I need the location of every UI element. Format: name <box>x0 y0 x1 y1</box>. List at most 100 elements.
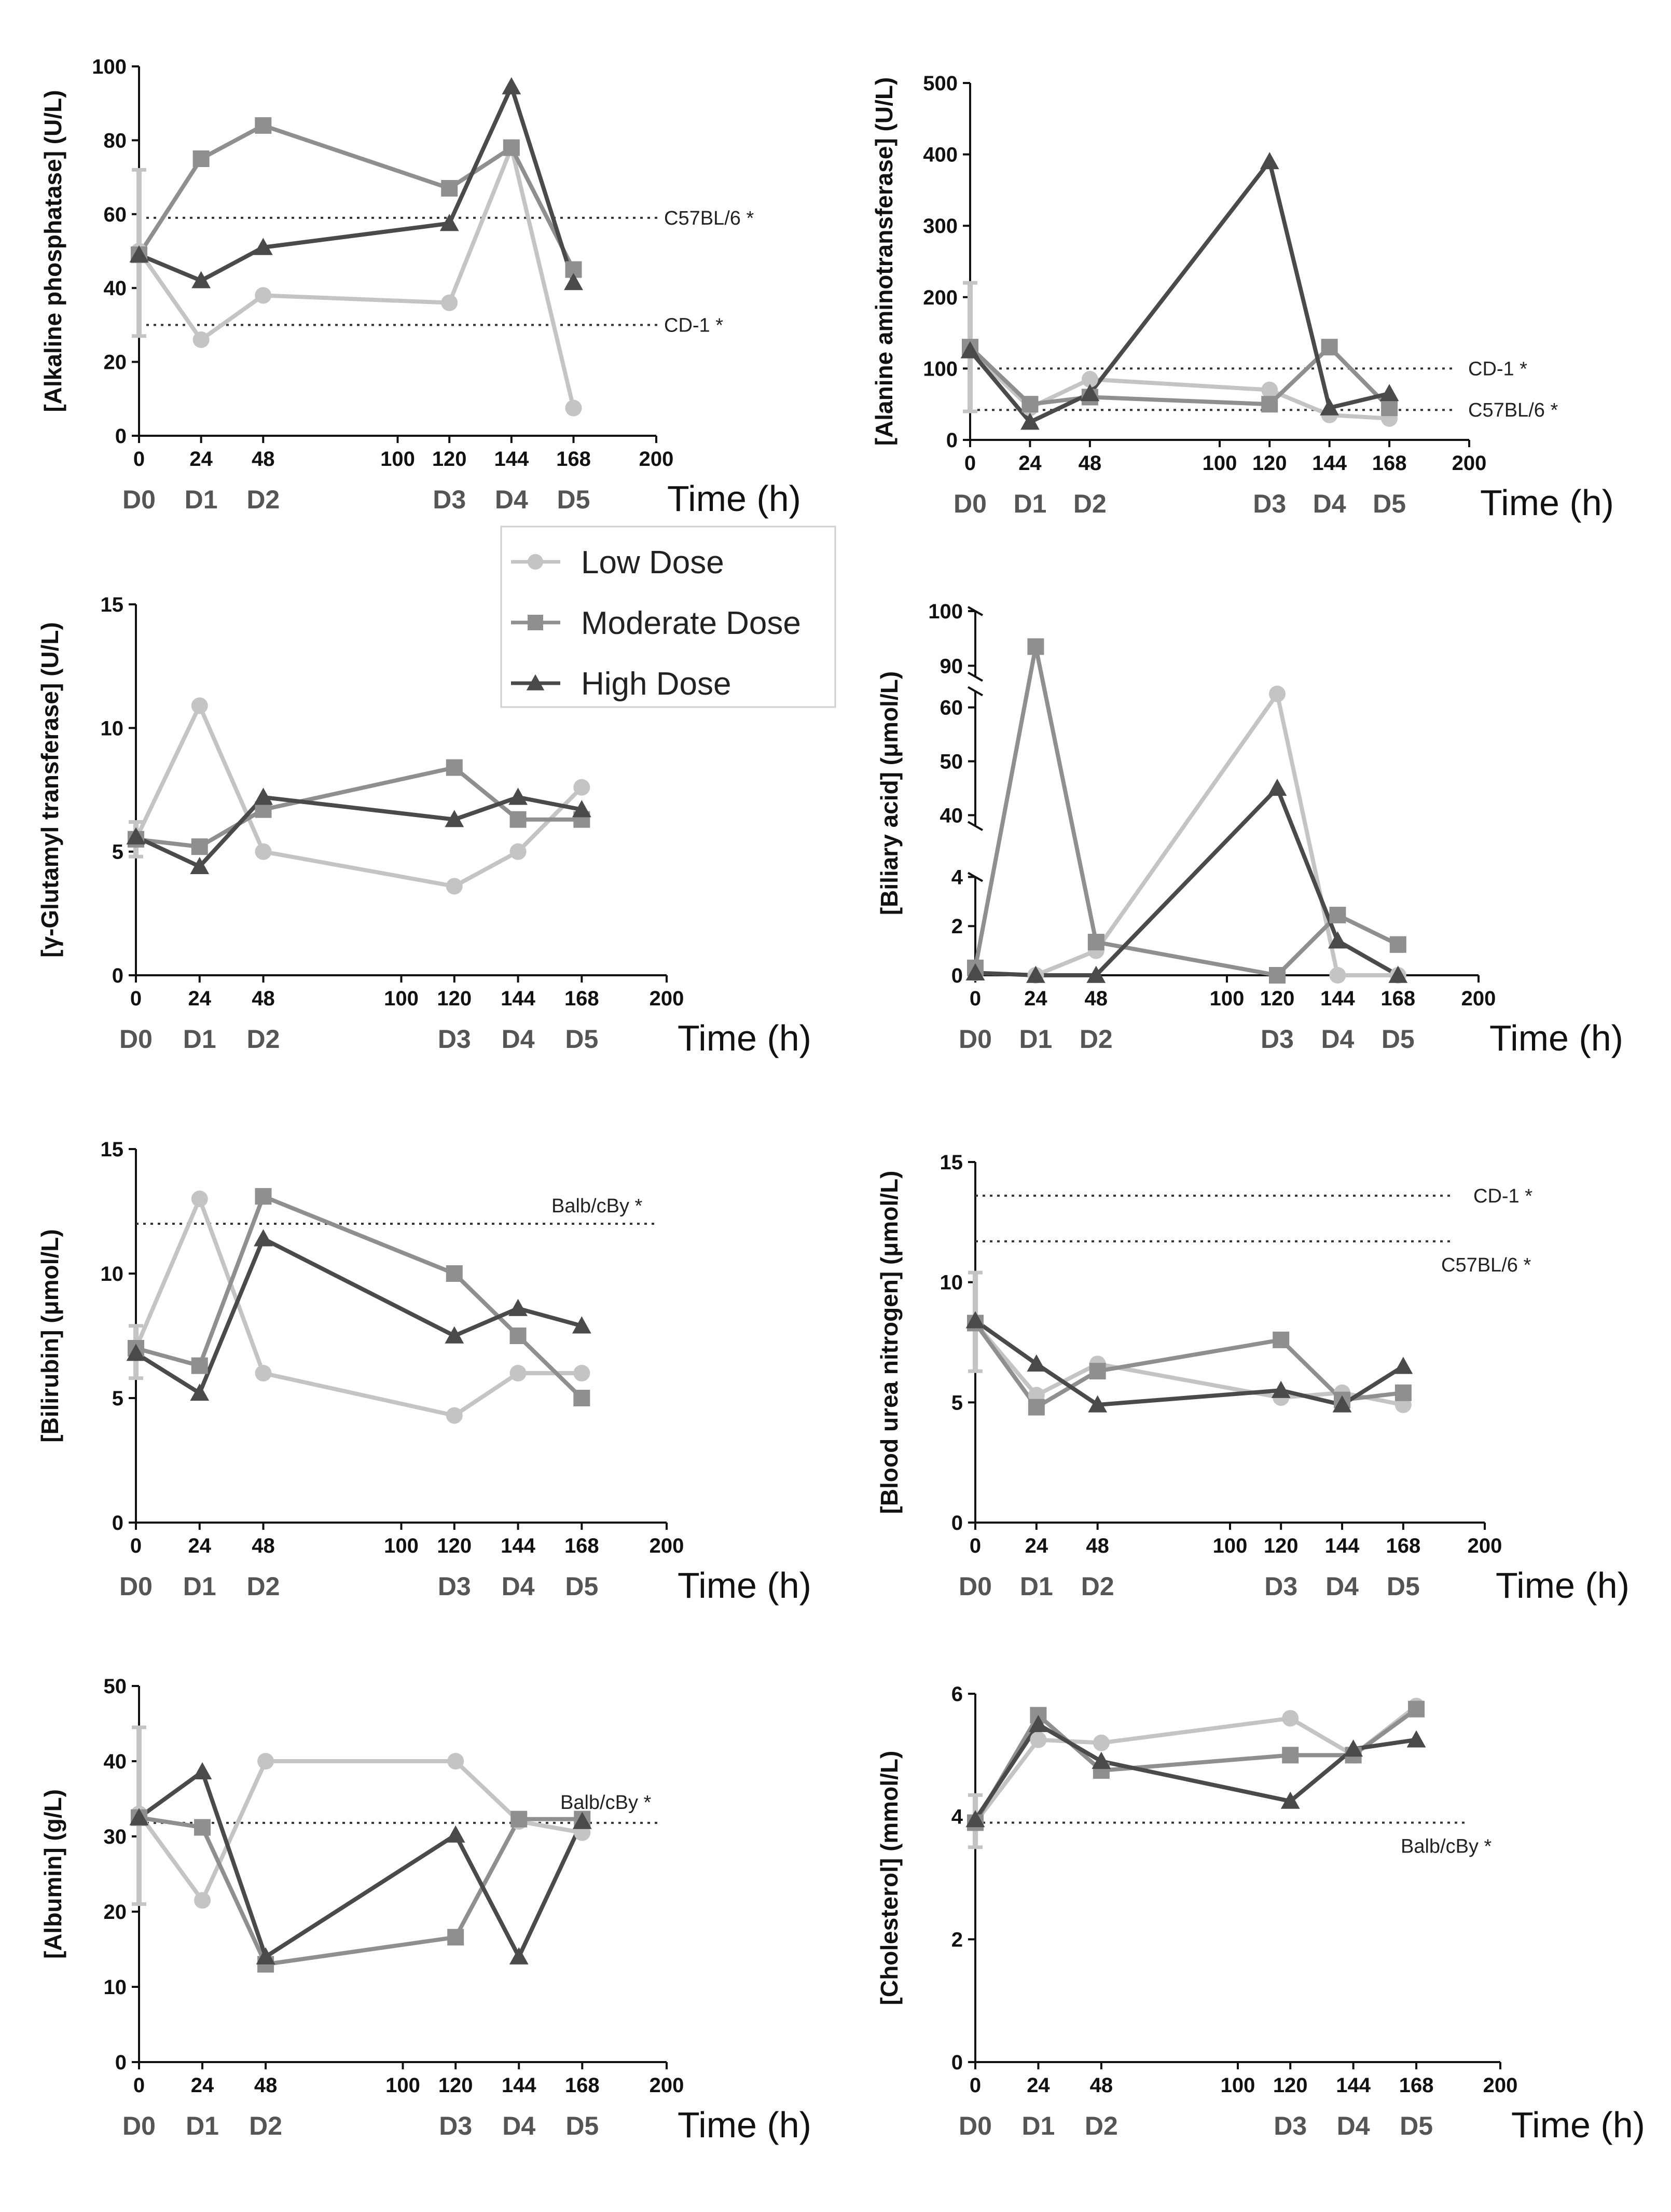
day-label: D3 <box>438 1025 471 1054</box>
y-tick-label: 20 <box>104 1901 127 1924</box>
day-label: D0 <box>119 1025 153 1054</box>
data-point-high <box>1026 965 1045 983</box>
day-label: D3 <box>439 2111 472 2140</box>
data-point-high <box>192 1762 212 1780</box>
day-label: D4 <box>502 1025 535 1054</box>
series-line-high <box>137 1769 584 1959</box>
reference-label: C57BL/6 * <box>664 208 754 229</box>
data-point-high <box>1320 398 1339 416</box>
data-point-moderate <box>1021 396 1039 413</box>
data-point-moderate <box>1269 967 1286 984</box>
y-tick-label: 500 <box>923 72 958 95</box>
day-label: D4 <box>1313 489 1346 518</box>
data-point-low <box>446 1407 463 1424</box>
x-tick-label: 200 <box>1468 1534 1502 1557</box>
day-label: D4 <box>495 485 528 514</box>
day-label: D0 <box>122 485 156 514</box>
x-tick-label: 100 <box>1221 2074 1255 2097</box>
day-label: D4 <box>502 2111 535 2140</box>
reference-label: C57BL/6 * <box>1441 1254 1531 1276</box>
y-tick-label: 0 <box>951 2051 963 2074</box>
x-tick-label: 48 <box>252 1534 275 1557</box>
y-tick-label: 90 <box>940 655 963 678</box>
data-point-moderate <box>1282 1747 1299 1764</box>
series-line-high <box>973 1722 1417 1821</box>
y-tick-label: 5 <box>112 841 123 864</box>
data-point-low <box>441 294 458 311</box>
day-label: D5 <box>1373 489 1406 518</box>
data-point-high <box>1332 1395 1352 1413</box>
y-axis-title: [Biliary acid] (μmol/L) <box>876 671 903 915</box>
y-axis-title: [Alkaline phosphatase] (U/L) <box>39 90 66 412</box>
day-label: D3 <box>438 1572 471 1601</box>
data-point-high <box>254 1229 273 1247</box>
data-point-high <box>502 77 521 94</box>
x-tick-label: 120 <box>1252 452 1287 475</box>
data-point-high <box>191 271 211 288</box>
y-tick-label: 100 <box>923 357 958 380</box>
x-tick-label: 200 <box>650 1534 684 1557</box>
x-tick-label: 144 <box>502 2074 536 2097</box>
series-line-low <box>134 703 584 889</box>
chart-5: 0 24 48 100 120 144 168 200 0 5 10 15 D0 D1 D2 D3 D4 D5 Ti… <box>36 1138 811 1606</box>
data-point-high <box>564 273 583 291</box>
data-point-moderate <box>194 1819 211 1836</box>
y-tick-label: 0 <box>115 2051 127 2074</box>
y-tick-label: 0 <box>951 964 963 987</box>
x-tick-label: 120 <box>432 448 467 471</box>
x-tick-label: 0 <box>970 1534 981 1557</box>
data-point-high <box>1260 151 1279 170</box>
data-point-moderate <box>191 1357 208 1374</box>
axis-break-mark <box>968 671 983 682</box>
x-tick-label: 48 <box>1085 987 1108 1010</box>
data-point-low <box>447 1753 464 1769</box>
x-tick-label: 200 <box>1452 452 1487 475</box>
data-point-high <box>1271 1380 1291 1398</box>
data-point-high <box>445 810 464 827</box>
day-label: D2 <box>1080 1025 1113 1054</box>
day-label: D0 <box>959 1025 992 1054</box>
data-point-high <box>1086 965 1106 983</box>
data-point-moderate <box>1329 906 1346 923</box>
series-line-moderate <box>973 644 1399 977</box>
data-point-high <box>1379 384 1399 402</box>
y-tick-label: 10 <box>101 1263 124 1285</box>
day-label: D5 <box>565 2111 599 2140</box>
x-tick-label: 144 <box>1312 452 1347 475</box>
y-tick-label: 15 <box>101 1138 124 1161</box>
data-point-moderate <box>192 150 210 167</box>
data-point-low <box>194 1892 211 1909</box>
data-point-high <box>1328 931 1347 949</box>
x-axis-title: Time (h) <box>678 1018 811 1058</box>
x-tick-label: 0 <box>130 1534 142 1557</box>
x-tick-label: 120 <box>437 1534 472 1557</box>
data-point-high <box>1393 1357 1413 1374</box>
x-tick-label: 200 <box>650 987 684 1010</box>
x-tick-label: 144 <box>1320 987 1355 1010</box>
x-tick-label: 200 <box>650 2074 684 2097</box>
data-point-moderate <box>1273 1331 1290 1348</box>
data-point-high <box>965 1810 985 1828</box>
data-point-high <box>1267 779 1287 796</box>
data-point-high <box>1088 1395 1108 1413</box>
day-label: D0 <box>959 1572 992 1601</box>
x-tick-label: 0 <box>133 448 145 471</box>
legend-marker-low <box>528 554 543 570</box>
data-point-high <box>965 1311 985 1329</box>
day-label: D2 <box>1085 2111 1118 2140</box>
data-point-moderate <box>446 1265 463 1282</box>
y-tick-label: 4 <box>951 1806 963 1829</box>
day-label: D3 <box>1261 1025 1294 1054</box>
x-tick-label: 100 <box>1210 987 1245 1010</box>
data-point-high <box>126 827 146 845</box>
data-point-moderate <box>1087 934 1104 951</box>
y-tick-label: 20 <box>104 351 127 374</box>
y-tick-label: 10 <box>104 1976 127 1999</box>
y-axis-title: [Blood urea nitrogen] (μmol/L) <box>876 1171 903 1514</box>
data-point-moderate <box>503 139 520 156</box>
legend-label-low: Low Dose <box>581 545 724 580</box>
data-point-moderate <box>509 1328 527 1344</box>
y-tick-label: 60 <box>104 203 127 226</box>
data-point-high <box>1406 1730 1426 1748</box>
